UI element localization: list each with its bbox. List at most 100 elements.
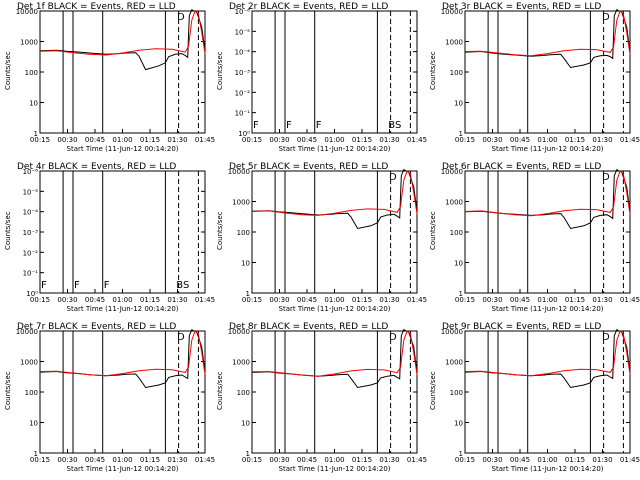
y-tick-label: 1	[246, 450, 250, 458]
x-tick-label: 00:15	[242, 136, 262, 144]
x-tick-label: 01:45	[195, 456, 215, 464]
x-tick-label: 00:30	[269, 456, 289, 464]
x-tick-label: 01:45	[620, 456, 640, 464]
y-axis-label: Counts/sec	[4, 211, 12, 250]
plot-det8: Det 8r BLACK = Events, RED = LLD Counts/s…	[216, 322, 427, 473]
y-tick-label: 100	[450, 389, 463, 397]
x-tick-label: 00:45	[85, 296, 105, 304]
x-tick-label: 01:45	[407, 136, 427, 144]
flag-marker: BS	[176, 280, 189, 291]
y-axis-label: Counts/sec	[216, 211, 224, 250]
events-series-line	[39, 8, 206, 71]
y-tick-label: 1	[34, 130, 38, 138]
flag-marker: F	[41, 280, 47, 291]
x-tick-label: 01:45	[195, 136, 215, 144]
x-tick-label: 01:45	[407, 296, 427, 304]
lld-series-line	[251, 170, 418, 216]
y-tick-label: 10000	[441, 8, 463, 16]
y-tick-label: 100	[237, 229, 250, 237]
x-tick-label: 00:45	[510, 456, 530, 464]
x-tick-label: 00:15	[455, 296, 475, 304]
plot-title: Det 7r BLACK = Events, RED = LLD	[17, 322, 176, 332]
plot-title: Det 8r BLACK = Events, RED = LLD	[229, 322, 388, 332]
y-tick-label: 1000	[445, 199, 463, 207]
x-tick-label: 00:30	[482, 136, 502, 144]
flag-marker: D	[389, 172, 397, 183]
flag-marker: F	[74, 280, 80, 291]
flag-marker: D	[602, 172, 610, 183]
x-tick-label: 00:45	[510, 296, 530, 304]
flag-marker: D	[177, 12, 185, 23]
y-tick-label: 10⁰	[238, 130, 250, 138]
x-axis-label: Start Time (11-Jun-12 00:14:20)	[279, 465, 391, 473]
y-axis-label: Counts/sec	[429, 211, 437, 250]
x-tick-label: 01:30	[592, 456, 612, 464]
x-tick-label: 01:30	[379, 296, 399, 304]
x-tick-label: 00:45	[297, 296, 317, 304]
x-tick-label: 01:15	[565, 456, 585, 464]
y-axis-label: Counts/sec	[216, 371, 224, 410]
flag-marker: F	[104, 280, 110, 291]
plot-det4: Det 4r BLACK = Events, RED = LLD Counts/s…	[4, 162, 215, 313]
plot-frame	[251, 170, 418, 294]
x-tick-label: 01:30	[379, 456, 399, 464]
x-tick-label: 01:00	[112, 136, 132, 144]
x-tick-label: 00:45	[297, 136, 317, 144]
x-tick-label: 01:30	[167, 136, 187, 144]
x-tick-label: 00:30	[57, 296, 77, 304]
lld-series-line	[39, 330, 206, 377]
y-tick-label: 100	[450, 69, 463, 77]
plot-det9: Det 9r BLACK = Events, RED = LLD Counts/s…	[429, 322, 640, 473]
lld-series-line	[251, 330, 418, 377]
plot-title: Det 1f BLACK = Events, RED = LLD	[17, 2, 176, 12]
x-tick-label: 00:15	[30, 456, 50, 464]
plot-title: Det 6r BLACK = Events, RED = LLD	[442, 162, 601, 172]
plot-frame	[464, 330, 631, 454]
y-tick-label: 10	[454, 100, 463, 108]
x-tick-label: 00:15	[30, 136, 50, 144]
y-axis-label: Counts/sec	[216, 51, 224, 90]
y-tick-label: 1	[459, 290, 463, 298]
y-tick-label: 10	[241, 260, 250, 268]
x-tick-label: 01:15	[140, 136, 160, 144]
y-tick-label: 10⁻¹	[23, 270, 39, 278]
y-tick-label: 1000	[445, 359, 463, 367]
x-tick-label: 01:00	[537, 296, 557, 304]
plot-det2: Det 2r BLACK = Events, RED = LLD Counts/s…	[216, 2, 427, 153]
x-tick-label: 01:00	[112, 296, 132, 304]
x-axis-label: Start Time (11-Jun-12 00:14:20)	[279, 145, 391, 153]
flag-marker: F	[253, 120, 259, 131]
lld-series-line	[464, 10, 631, 57]
x-tick-label: 00:15	[455, 136, 475, 144]
y-tick-label: 10⁻¹	[235, 110, 251, 118]
plot-det6: Det 6r BLACK = Events, RED = LLD Counts/s…	[429, 162, 640, 313]
x-tick-label: 01:15	[140, 296, 160, 304]
x-tick-label: 01:15	[352, 456, 372, 464]
plot-title: Det 4r BLACK = Events, RED = LLD	[17, 162, 176, 172]
x-tick-label: 01:15	[352, 136, 372, 144]
plot-frame	[39, 10, 206, 134]
y-tick-label: 10000	[16, 8, 38, 16]
y-tick-label: 10⁻⁵	[235, 28, 251, 36]
y-tick-label: 10⁻²	[23, 249, 39, 257]
y-tick-label: 10	[454, 420, 463, 428]
y-tick-label: 100	[450, 229, 463, 237]
x-axis-label: Start Time (11-Jun-12 00:14:20)	[67, 145, 179, 153]
plot-frame	[39, 330, 206, 454]
lld-series-line	[39, 10, 206, 56]
x-tick-label: 00:30	[269, 136, 289, 144]
x-tick-label: 00:30	[57, 136, 77, 144]
plot-det3: Det 3r BLACK = Events, RED = LLD Counts/s…	[429, 2, 640, 153]
y-tick-label: 10⁻³	[235, 69, 251, 77]
y-tick-label: 1	[246, 290, 250, 298]
plot-title: Det 2r BLACK = Events, RED = LLD	[229, 2, 388, 12]
y-tick-label: 1000	[20, 39, 38, 47]
x-tick-label: 01:15	[352, 296, 372, 304]
y-tick-label: 10000	[228, 168, 250, 176]
y-tick-label: 1	[459, 130, 463, 138]
y-tick-label: 10000	[16, 328, 38, 336]
flag-marker: D	[177, 332, 185, 343]
flag-marker: F	[316, 120, 322, 131]
x-tick-label: 00:45	[85, 456, 105, 464]
